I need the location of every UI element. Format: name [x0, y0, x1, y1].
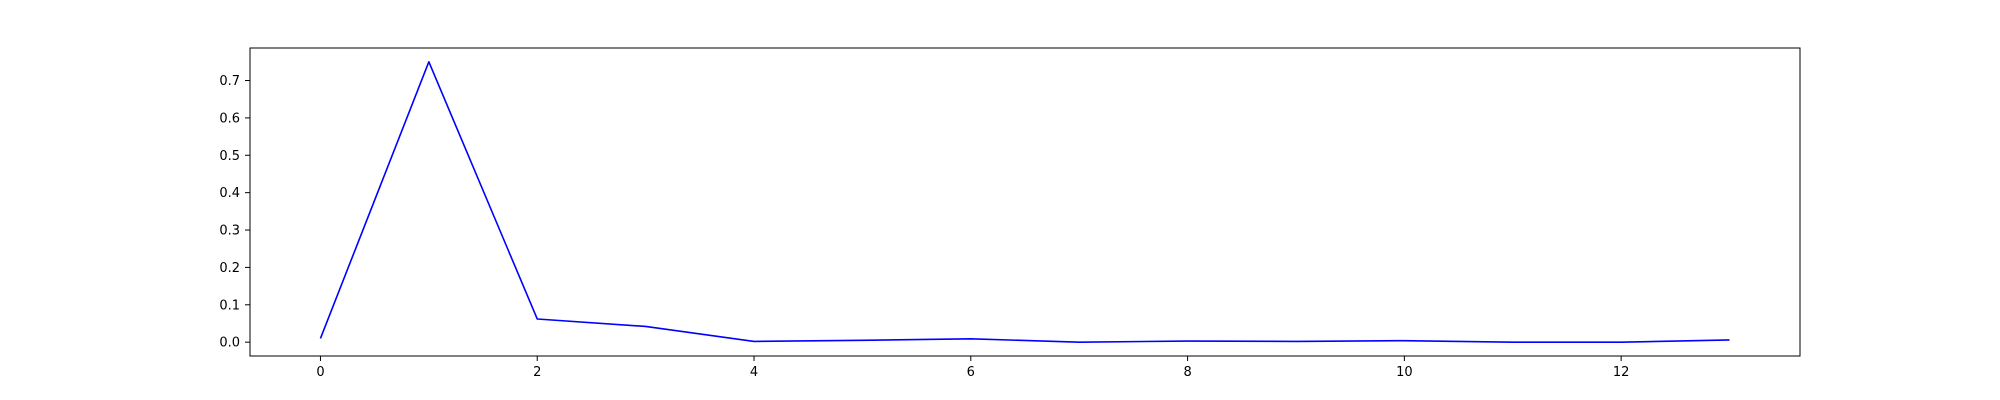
x-tick-label: 0 [316, 365, 324, 380]
y-axis: 0.0 0.1 0.2 0.3 0.4 0.5 0.6 0.7 [219, 74, 250, 351]
plot-frame [249, 47, 1801, 357]
y-tick-label: 0.0 [219, 336, 240, 351]
x-axis: 0 2 4 6 8 10 12 [316, 356, 1629, 380]
x-tick-label: 12 [1613, 365, 1630, 380]
y-tick-label: 0.2 [219, 261, 240, 276]
x-tick-label: 10 [1396, 365, 1413, 380]
x-tick-label: 2 [533, 365, 541, 380]
y-tick-label: 0.6 [219, 111, 240, 126]
y-tick-label: 0.7 [219, 74, 240, 89]
x-tick-label: 4 [750, 365, 758, 380]
series-line [319, 61, 1730, 343]
y-tick-label: 0.1 [219, 298, 240, 313]
x-tick-label: 8 [1183, 365, 1191, 380]
y-tick-label: 0.4 [219, 186, 240, 201]
y-tick-label: 0.5 [219, 149, 240, 164]
plot-series [319, 61, 1730, 343]
x-tick-label: 6 [967, 365, 975, 380]
y-tick-label: 0.3 [219, 224, 240, 239]
